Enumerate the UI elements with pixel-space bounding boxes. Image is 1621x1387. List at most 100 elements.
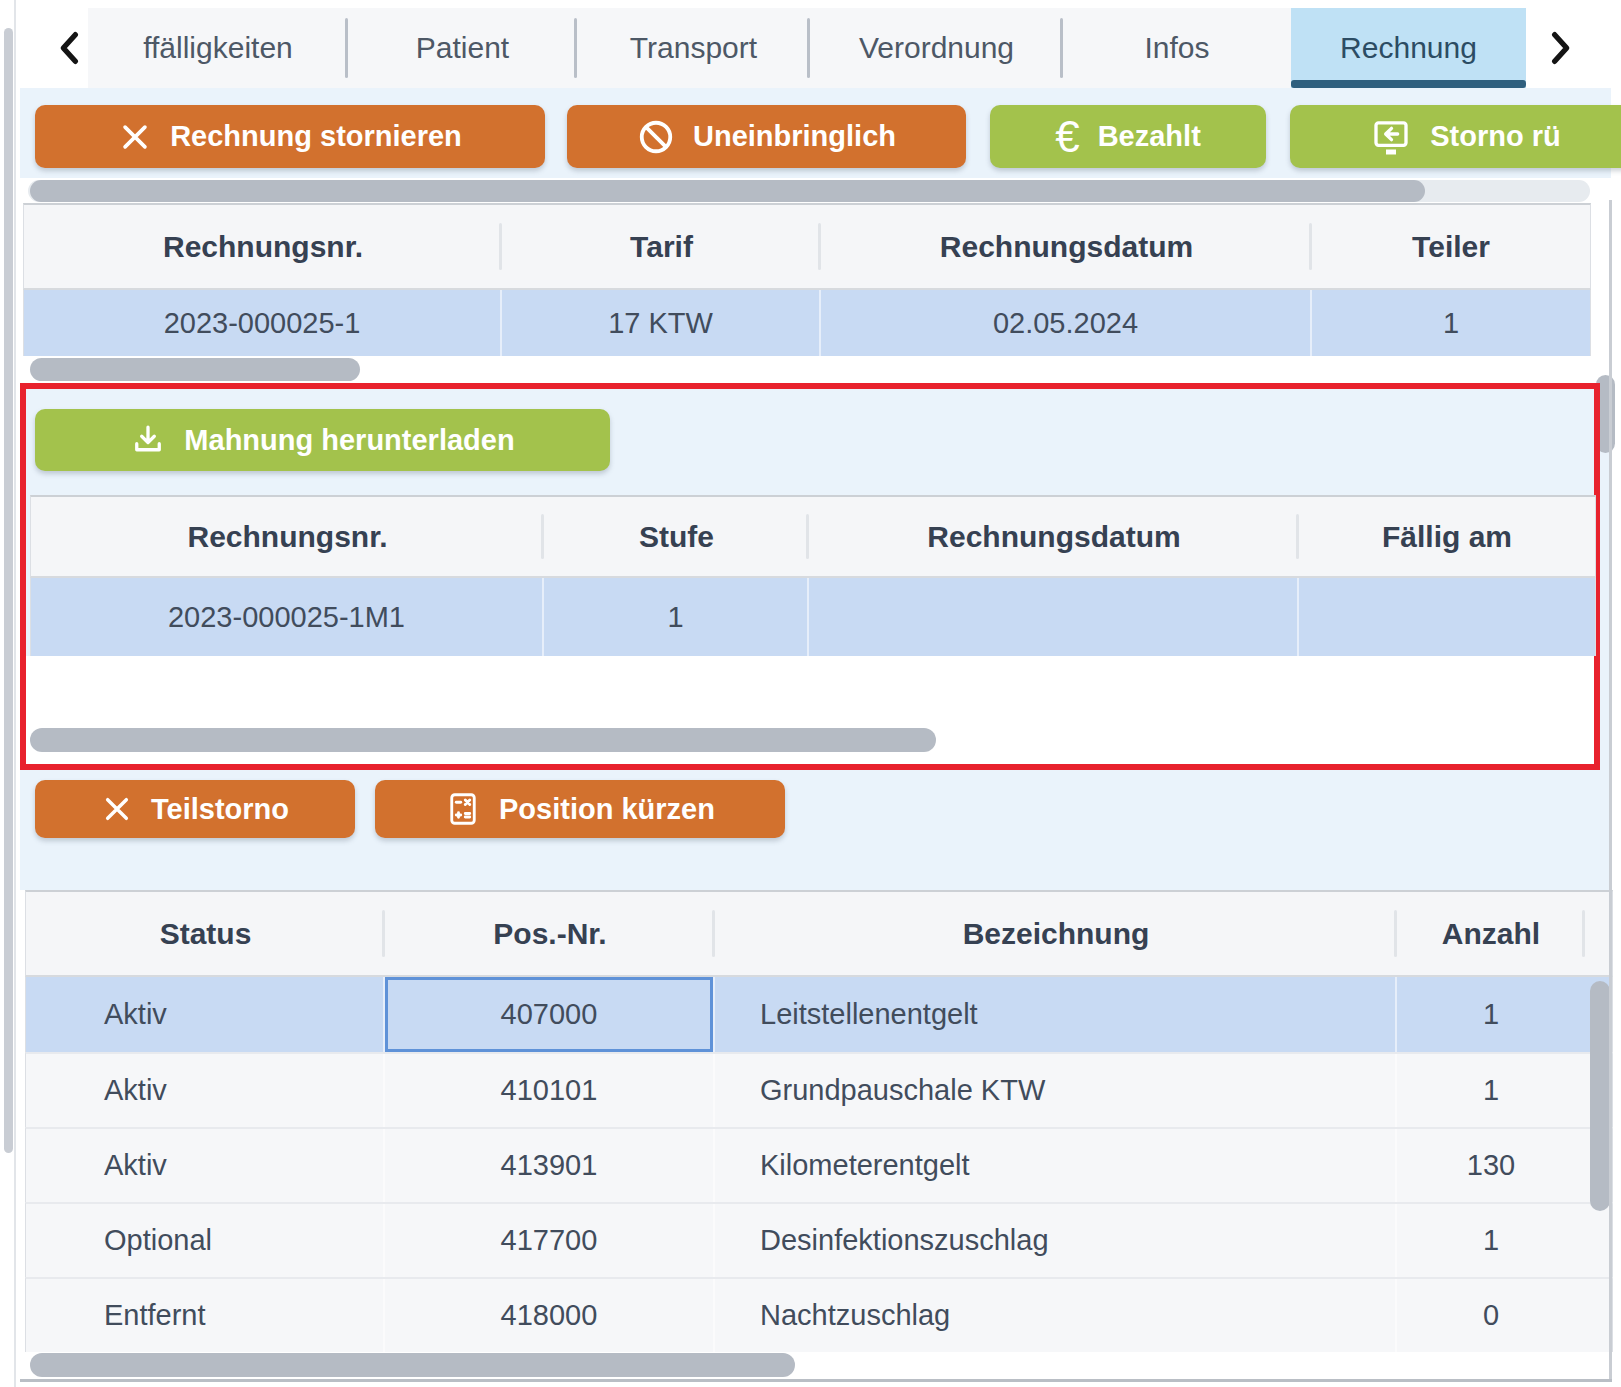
billing-page: ffälligkeiten Patient Transport Verordnu… [0,0,1621,1387]
invoices-table-header: Rechnungsnr. Tarif Rechnungsdatum Teiler [23,203,1591,290]
rechnung-panel: Rechnung stornieren Uneinbringlich € Bez… [20,88,1611,1381]
tab-label: Rechnung [1340,31,1477,65]
cell-status[interactable]: Optional [26,1204,385,1277]
tab-label: Verordnung [859,31,1014,65]
column-header-status[interactable]: Status [26,892,385,975]
chevron-left-icon [54,29,86,67]
position-kuerzen-button[interactable]: Position kürzen [375,780,785,838]
cell-status[interactable]: Aktiv [26,977,385,1052]
cell-pos-nr[interactable]: 417700 [385,1204,715,1277]
cell-anzahl[interactable]: 0 [1397,1279,1585,1352]
button-label: Uneinbringlich [693,120,896,153]
tab-patient[interactable]: Patient [348,8,577,88]
window-right-border [1609,200,1612,1381]
storno-rueckgaengig-button[interactable]: Storno rü [1290,105,1621,168]
cell-faellig-am[interactable] [1299,578,1595,656]
monitor-arrow-left-icon [1370,117,1412,157]
cell-bezeichnung[interactable]: Desinfektionszuschlag [715,1204,1397,1277]
cell-anzahl[interactable]: 1 [1397,1054,1585,1127]
window-bottom-border [20,1379,1612,1382]
cell-status[interactable]: Aktiv [26,1129,385,1202]
teilstorno-button[interactable]: Teilstorno [35,780,355,838]
positions-vscrollbar-thumb[interactable] [1590,981,1610,1211]
invoices-hscrollbar-thumb[interactable] [30,180,1425,202]
x-icon [118,120,152,154]
column-header-stufe[interactable]: Stufe [544,497,809,576]
column-header-teiler[interactable]: Teiler [1312,205,1590,288]
page-vertical-scrollbar[interactable] [4,28,13,1153]
x-icon [101,793,133,825]
active-tab-indicator [1291,80,1526,88]
mahnung-herunterladen-button[interactable]: Mahnung herunterladen [35,409,610,471]
cell-rechnungsdatum[interactable] [809,578,1299,656]
column-header-rechnungsnr[interactable]: Rechnungsnr. [24,205,502,288]
tab-label: Patient [416,31,509,65]
prohibition-icon [637,118,675,156]
cell-anzahl[interactable]: 1 [1397,977,1585,1052]
tabs-scroll-right-button[interactable] [1538,8,1582,88]
cell-bezeichnung[interactable]: Grundpauschale KTW [715,1054,1397,1127]
tab-verordnung[interactable]: Verordnung [810,8,1063,88]
tab-label: Transport [630,31,757,65]
dunning-highlight-box: Mahnung herunterladen Rechnungsnr. Stufe… [20,383,1600,770]
cell-rechnungsnr[interactable]: 2023-000025-1M1 [31,578,544,656]
cell-stufe[interactable]: 1 [544,578,809,656]
button-label: Mahnung herunterladen [184,424,514,457]
button-label: Rechnung stornieren [170,120,462,153]
tabs-scroll-left-button[interactable] [50,8,90,88]
chevron-right-icon [1544,29,1576,67]
position-row-selected[interactable]: Aktiv 407000 Leitstellenentgelt 1 [25,977,1613,1052]
cell-bezeichnung[interactable]: Nachtzuschlag [715,1279,1397,1352]
column-header-bezeichnung[interactable]: Bezeichnung [715,892,1397,975]
column-header-filler [1585,892,1612,975]
cell-status[interactable]: Aktiv [26,1054,385,1127]
cell-anzahl[interactable]: 130 [1397,1129,1585,1202]
cell-rechnungsdatum[interactable]: 02.05.2024 [821,290,1312,356]
invoices-bottom-hscrollbar-thumb[interactable] [30,358,360,381]
cell-status[interactable]: Entfernt [26,1279,385,1352]
tab-rechnung[interactable]: Rechnung [1291,8,1526,88]
cell-tarif[interactable]: 17 KTW [502,290,821,356]
position-row[interactable]: Aktiv 410101 Grundpauschale KTW 1 [25,1052,1613,1127]
cell-pos-nr-selected[interactable]: 407000 [385,977,715,1052]
button-label: Teilstorno [151,793,289,826]
column-header-rechnungsdatum[interactable]: Rechnungsdatum [809,497,1299,576]
tab-label: Infos [1144,31,1209,65]
tab-label: ffälligkeiten [143,31,293,65]
mahnungen-hscrollbar-thumb[interactable] [30,728,936,752]
column-header-tarif[interactable]: Tarif [502,205,821,288]
uneinbringlich-button[interactable]: Uneinbringlich [567,105,966,168]
cell-bezeichnung[interactable]: Kilometerentgelt [715,1129,1397,1202]
column-header-pos-nr[interactable]: Pos.-Nr. [385,892,715,975]
mahnung-row[interactable]: 2023-000025-1M1 1 [30,578,1596,656]
position-row[interactable]: Optional 417700 Desinfektionszuschlag 1 [25,1202,1613,1277]
column-header-faellig-am[interactable]: Fällig am [1299,497,1595,576]
positions-table: Status Pos.-Nr. Bezeichnung Anzahl Aktiv… [25,890,1613,1352]
positions-table-header: Status Pos.-Nr. Bezeichnung Anzahl [25,890,1613,977]
button-label: Bezahlt [1098,120,1201,153]
mahnungen-table-header: Rechnungsnr. Stufe Rechnungsdatum Fällig… [30,495,1596,578]
tab-infos[interactable]: Infos [1063,8,1291,88]
download-icon [130,422,166,458]
invoice-row[interactable]: 2023-000025-1 17 KTW 02.05.2024 1 [23,290,1591,356]
column-header-anzahl[interactable]: Anzahl [1397,892,1585,975]
cell-pos-nr[interactable]: 413901 [385,1129,715,1202]
cell-anzahl[interactable]: 1 [1397,1204,1585,1277]
mahnungen-table: Rechnungsnr. Stufe Rechnungsdatum Fällig… [30,495,1596,656]
cell-pos-nr[interactable]: 418000 [385,1279,715,1352]
column-header-rechnungsdatum[interactable]: Rechnungsdatum [821,205,1312,288]
bezahlt-button[interactable]: € Bezahlt [990,105,1266,168]
position-row[interactable]: Aktiv 413901 Kilometerentgelt 130 [25,1127,1613,1202]
tab-auffaelligkeiten[interactable]: ffälligkeiten [88,8,348,88]
tab-transport[interactable]: Transport [577,8,810,88]
cell-rechnungsnr[interactable]: 2023-000025-1 [24,290,502,356]
cell-bezeichnung[interactable]: Leitstellenentgelt [715,977,1397,1052]
calculator-icon [445,790,481,828]
positions-hscrollbar-thumb[interactable] [30,1353,795,1377]
column-header-rechnungsnr[interactable]: Rechnungsnr. [31,497,544,576]
position-row[interactable]: Entfernt 418000 Nachtzuschlag 0 [25,1277,1613,1352]
cell-pos-nr[interactable]: 410101 [385,1054,715,1127]
rechnung-stornieren-button[interactable]: Rechnung stornieren [35,105,545,168]
invoices-table: Rechnungsnr. Tarif Rechnungsdatum Teiler… [23,203,1591,356]
cell-teiler[interactable]: 1 [1312,290,1590,356]
